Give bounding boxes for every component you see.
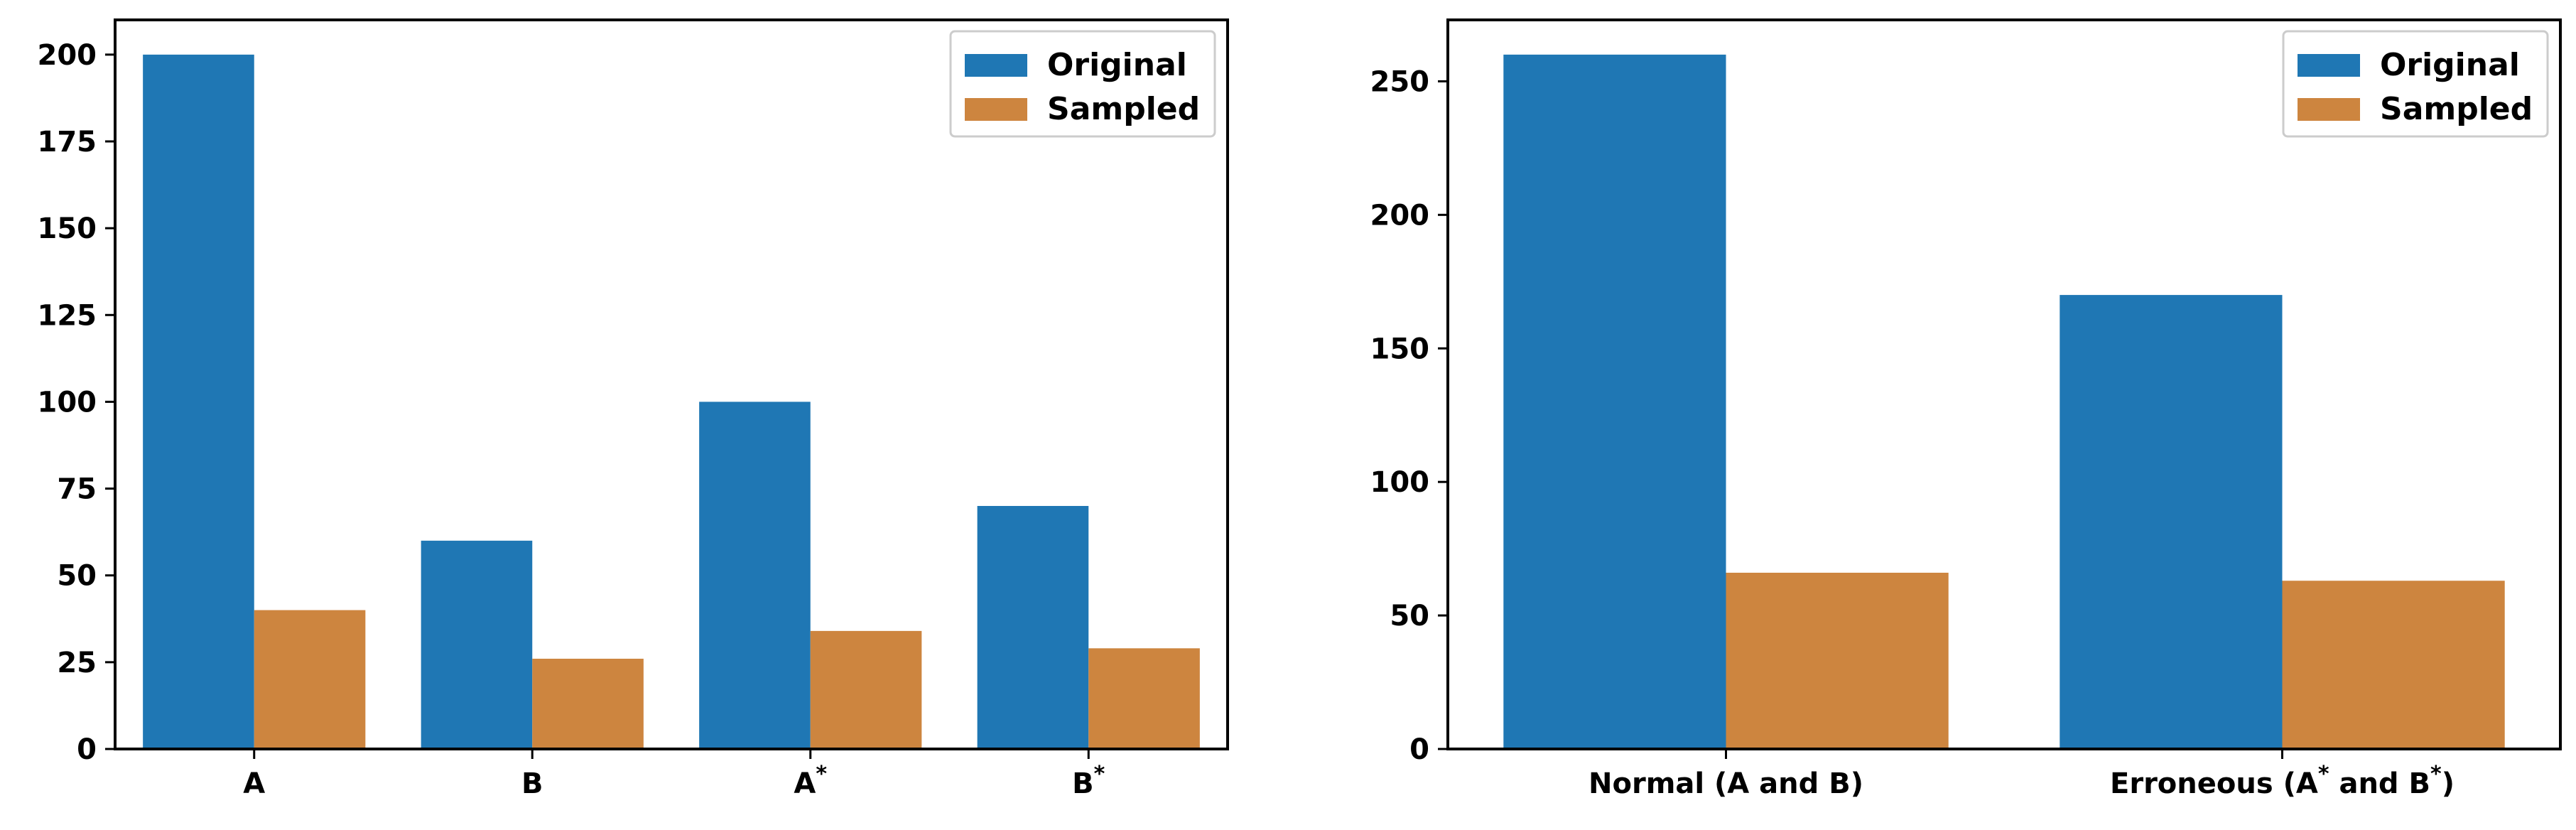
bar-original-4 bbox=[977, 506, 1089, 749]
y-tick-label: 150 bbox=[38, 212, 97, 245]
bar-sampled-1 bbox=[254, 610, 366, 749]
legend: Original Sampled bbox=[949, 30, 1216, 138]
y-tick-label: 25 bbox=[57, 647, 97, 679]
bar-sampled-1 bbox=[1726, 572, 1949, 749]
x-tick-label: A bbox=[243, 767, 265, 800]
bar-original-2 bbox=[421, 540, 533, 749]
legend-label-original: Original bbox=[2380, 47, 2520, 83]
bar-original-1 bbox=[143, 54, 254, 750]
chart-panel-1: 0 25 50 75 100 125 150 175 200 A B A* B* Original Samp… bbox=[38, 18, 1229, 801]
y-tick-label: 200 bbox=[38, 39, 97, 72]
x-tick-label: Normal (A and B) bbox=[1589, 767, 1863, 800]
axes-frame bbox=[1446, 18, 2562, 750]
y-tick-label: 75 bbox=[57, 473, 97, 506]
bar-sampled-2 bbox=[2282, 581, 2505, 749]
chart-panel-2: 0 50 100 150 200 250 Normal (A and B) Erroneous… bbox=[1370, 18, 2562, 801]
bar-original-1 bbox=[1503, 54, 1726, 750]
legend-label-sampled: Sampled bbox=[2380, 91, 2533, 127]
y-tick-label: 175 bbox=[38, 126, 97, 158]
y-tick-label: 150 bbox=[1370, 333, 1430, 365]
x-tick-label: A* bbox=[794, 762, 827, 801]
y-tick-label: 100 bbox=[1370, 466, 1430, 499]
y-tick-label: 200 bbox=[1370, 199, 1430, 232]
legend-swatch-sampled bbox=[965, 98, 1027, 121]
x-tick-label: Erroneous (A* and B*) bbox=[2110, 762, 2455, 801]
bar-sampled-2 bbox=[532, 658, 644, 749]
y-tick-label: 0 bbox=[77, 733, 97, 766]
y-tick-label: 250 bbox=[1370, 65, 1430, 98]
y-tick-label: 0 bbox=[1409, 733, 1429, 766]
legend: Original Sampled bbox=[2282, 30, 2549, 138]
legend-swatch-sampled bbox=[2298, 98, 2360, 121]
legend-label-sampled: Sampled bbox=[1047, 91, 1200, 127]
axes-frame bbox=[114, 18, 1229, 750]
y-tick-label: 100 bbox=[38, 386, 97, 419]
bar-sampled-4 bbox=[1088, 648, 1200, 749]
bar-sampled-3 bbox=[810, 630, 922, 749]
bar-original-3 bbox=[699, 401, 811, 749]
bar-original-2 bbox=[2060, 295, 2283, 750]
y-tick-label: 50 bbox=[1390, 600, 1429, 632]
y-tick-label: 125 bbox=[38, 299, 97, 332]
x-tick-label: B bbox=[521, 767, 543, 800]
x-tick-label: B* bbox=[1072, 762, 1105, 801]
y-tick-label: 50 bbox=[57, 560, 97, 593]
legend-swatch-original bbox=[2298, 54, 2360, 77]
legend-label-original: Original bbox=[1047, 47, 1187, 83]
legend-swatch-original bbox=[965, 54, 1027, 77]
